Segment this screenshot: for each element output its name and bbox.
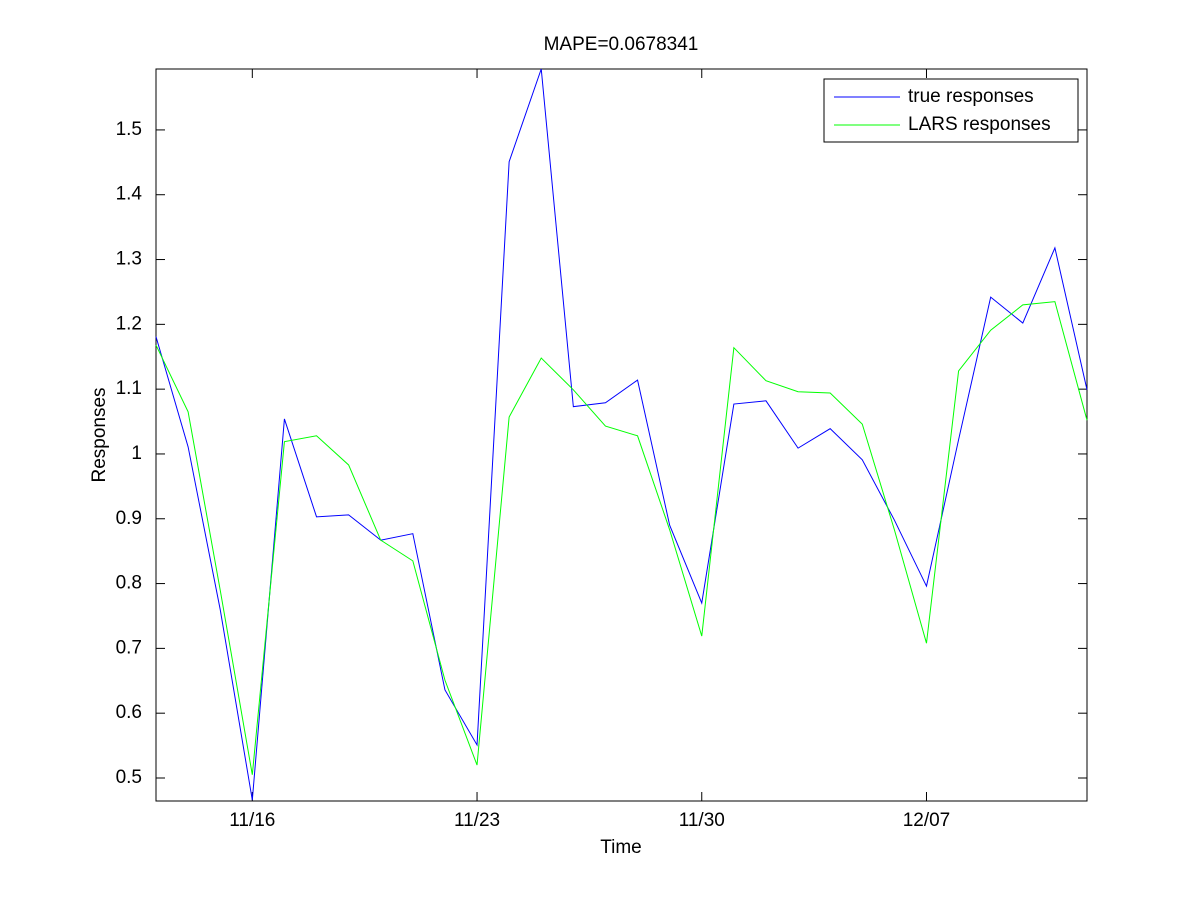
plot-area bbox=[155, 68, 1088, 802]
x-tick-label: 11/30 bbox=[679, 810, 725, 831]
y-tick-label: 0.5 bbox=[116, 767, 142, 788]
legend-box bbox=[823, 78, 1079, 143]
y-tick-label: 1.1 bbox=[116, 378, 142, 399]
x-axis-label: Time bbox=[600, 837, 642, 858]
series-line bbox=[155, 68, 1088, 801]
chart-title: MAPE=0.0678341 bbox=[544, 34, 699, 55]
legend-label: LARS responses bbox=[908, 114, 1051, 135]
y-tick-label: 0.7 bbox=[116, 637, 142, 658]
x-tick-label: 11/16 bbox=[229, 810, 275, 831]
y-axis-label: Responses bbox=[89, 387, 110, 482]
y-tick-label: 1.4 bbox=[116, 184, 143, 205]
series-line bbox=[155, 301, 1088, 775]
y-tick-label: 1.2 bbox=[116, 313, 142, 334]
y-tick-label: 0.6 bbox=[116, 702, 142, 723]
y-tick-label: 0.8 bbox=[116, 573, 142, 594]
legend-label: true responses bbox=[908, 86, 1034, 107]
y-tick-label: 0.9 bbox=[116, 508, 142, 529]
y-tick-label: 1 bbox=[131, 443, 142, 464]
y-tick-label: 1.3 bbox=[116, 249, 142, 270]
y-tick-label: 1.5 bbox=[116, 119, 142, 140]
x-tick-label: 11/23 bbox=[454, 810, 500, 831]
x-tick-label: 12/07 bbox=[903, 810, 951, 831]
